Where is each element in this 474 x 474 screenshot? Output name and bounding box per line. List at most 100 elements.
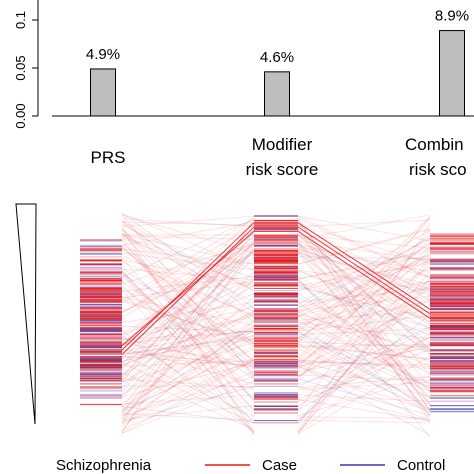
connector-line (297, 227, 431, 265)
connector-line (297, 246, 431, 273)
connector-line (297, 296, 431, 378)
connector-line (121, 310, 255, 383)
connector-line (297, 280, 431, 362)
connector-line (121, 268, 255, 281)
connector-line (297, 398, 431, 422)
connector-line (121, 248, 255, 348)
connector-line (121, 246, 255, 362)
connector-line (121, 272, 255, 435)
connector-line (297, 347, 431, 372)
connector-line (121, 329, 255, 352)
connector-line (297, 260, 431, 435)
connector-line (121, 319, 255, 412)
connector-line (121, 355, 255, 367)
connector-line (297, 234, 431, 314)
connector-line (121, 223, 255, 292)
connector-line (121, 241, 255, 364)
connector-line (121, 331, 255, 363)
connector-line (297, 246, 431, 361)
connector-line (121, 226, 255, 433)
connector-line (121, 218, 255, 278)
bar-value-label: 8.9% (435, 8, 469, 25)
connector-line (297, 255, 431, 280)
connector-line (121, 306, 255, 341)
bar (90, 68, 116, 117)
connector-line (121, 301, 255, 323)
connector-line (297, 249, 431, 378)
connector-line (297, 241, 431, 399)
connector-line (121, 271, 255, 400)
connector-line (297, 336, 431, 411)
connector-line (297, 221, 431, 375)
connector-line (297, 280, 431, 308)
connector-line (121, 359, 255, 434)
connector-line (297, 265, 431, 366)
connector-line (121, 413, 255, 421)
connector-line (121, 247, 255, 389)
legend-control-label: Control (397, 457, 445, 474)
connector-line (297, 279, 431, 404)
connector-line (297, 336, 431, 407)
connector-line (121, 335, 255, 421)
connector-line (121, 324, 255, 417)
connector-line (297, 301, 431, 391)
connector-lines (121, 212, 431, 438)
connector-line (121, 239, 255, 403)
connector-line (297, 228, 431, 411)
connector-line (121, 214, 255, 377)
connector-line (297, 286, 431, 326)
connector-line (121, 298, 255, 345)
connector-line (297, 321, 431, 340)
connector-line (297, 233, 431, 388)
connector-line (121, 405, 255, 421)
connector-line (297, 240, 431, 261)
parallel-rank-panel (80, 212, 474, 438)
connector-line (121, 352, 255, 366)
connector-line (297, 311, 431, 367)
connector-line (297, 217, 431, 279)
connector-line (121, 222, 255, 383)
y-axis-ticks: 0.00 0.05 0.1 (13, 11, 38, 129)
connector-line (297, 313, 431, 353)
connector-line (121, 278, 255, 419)
legend-case-label: Case (262, 457, 297, 474)
connector-line (297, 218, 431, 405)
connector-line (297, 222, 431, 423)
connector-line (297, 348, 431, 403)
connector-line (121, 218, 255, 228)
connector-line (297, 229, 431, 351)
connector-line (121, 237, 255, 287)
connector-line (121, 361, 255, 398)
connector-line (121, 214, 255, 254)
connector-line (121, 281, 255, 346)
category-label-combined-line1: Combin (405, 135, 464, 154)
connector-line (121, 328, 255, 424)
connector-line (297, 320, 431, 385)
connector-line (121, 224, 255, 304)
connector-line (121, 221, 255, 246)
connector-line (297, 281, 431, 317)
connector-line (121, 330, 255, 341)
connector-line (297, 381, 431, 391)
connector-line (297, 277, 431, 425)
connector-line (121, 300, 255, 343)
connector-line (121, 243, 255, 393)
connector-line (297, 254, 431, 314)
connector-line (121, 360, 255, 367)
connector-line (121, 229, 255, 378)
connector-line (297, 237, 431, 309)
connector-line (297, 229, 431, 353)
connector-line (297, 343, 431, 361)
connector-line (297, 266, 431, 343)
connector-line (121, 242, 255, 359)
connector-line (121, 330, 255, 433)
connector-line (121, 251, 255, 346)
connector-line (297, 386, 431, 422)
connector-line (297, 247, 431, 291)
connector-line (121, 243, 255, 313)
connector-line (121, 320, 255, 428)
connector-line (297, 260, 431, 292)
connector-line (121, 234, 255, 265)
bar-value-labels: 4.9% 4.6% 8.9% (86, 8, 469, 66)
connector-line (121, 259, 255, 288)
